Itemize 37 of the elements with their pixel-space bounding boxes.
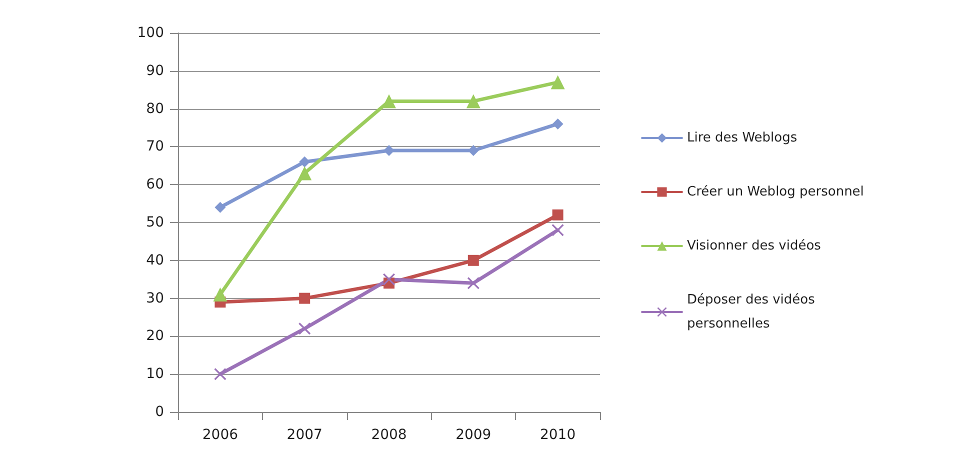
legend-label: Créer un Weblog personnel bbox=[687, 184, 864, 200]
y-tick-label: 70 bbox=[146, 138, 164, 155]
y-tick-label: 30 bbox=[146, 290, 164, 306]
x-tick-label: 2010 bbox=[540, 427, 576, 443]
legend-label: Visionner des vidéos bbox=[687, 238, 822, 254]
point bbox=[383, 273, 395, 286]
x-tick-label: 2008 bbox=[371, 427, 407, 443]
point bbox=[298, 322, 311, 335]
y-tick-label: 40 bbox=[146, 252, 164, 268]
point bbox=[214, 368, 226, 380]
point bbox=[552, 118, 564, 130]
y-tick-label: 60 bbox=[146, 176, 164, 193]
point bbox=[214, 202, 226, 213]
legend-label: Déposer des vidéos personnelles bbox=[687, 292, 820, 332]
point bbox=[468, 254, 479, 266]
point bbox=[550, 75, 565, 90]
point bbox=[299, 292, 310, 304]
y-tick-label: 80 bbox=[146, 100, 164, 117]
y-tick-label: 20 bbox=[146, 328, 164, 344]
y-tick-label: 90 bbox=[146, 62, 164, 79]
x-tick-label: 2006 bbox=[202, 427, 238, 443]
x-tick-label: 2007 bbox=[286, 427, 322, 443]
point bbox=[382, 94, 396, 108]
y-tick-label: 10 bbox=[146, 366, 164, 382]
point bbox=[466, 94, 480, 108]
y-tick-label: 100 bbox=[137, 25, 164, 41]
x-tick-label: 2009 bbox=[456, 427, 492, 443]
point bbox=[552, 224, 564, 236]
point bbox=[213, 288, 228, 302]
legend-label: Lire des Weblogs bbox=[687, 130, 798, 146]
point bbox=[299, 156, 310, 168]
point bbox=[552, 209, 564, 220]
point bbox=[384, 144, 394, 156]
y-tick-label: 0 bbox=[155, 404, 164, 420]
y-tick-label: 50 bbox=[146, 214, 164, 230]
point bbox=[467, 277, 480, 290]
point bbox=[298, 166, 312, 180]
